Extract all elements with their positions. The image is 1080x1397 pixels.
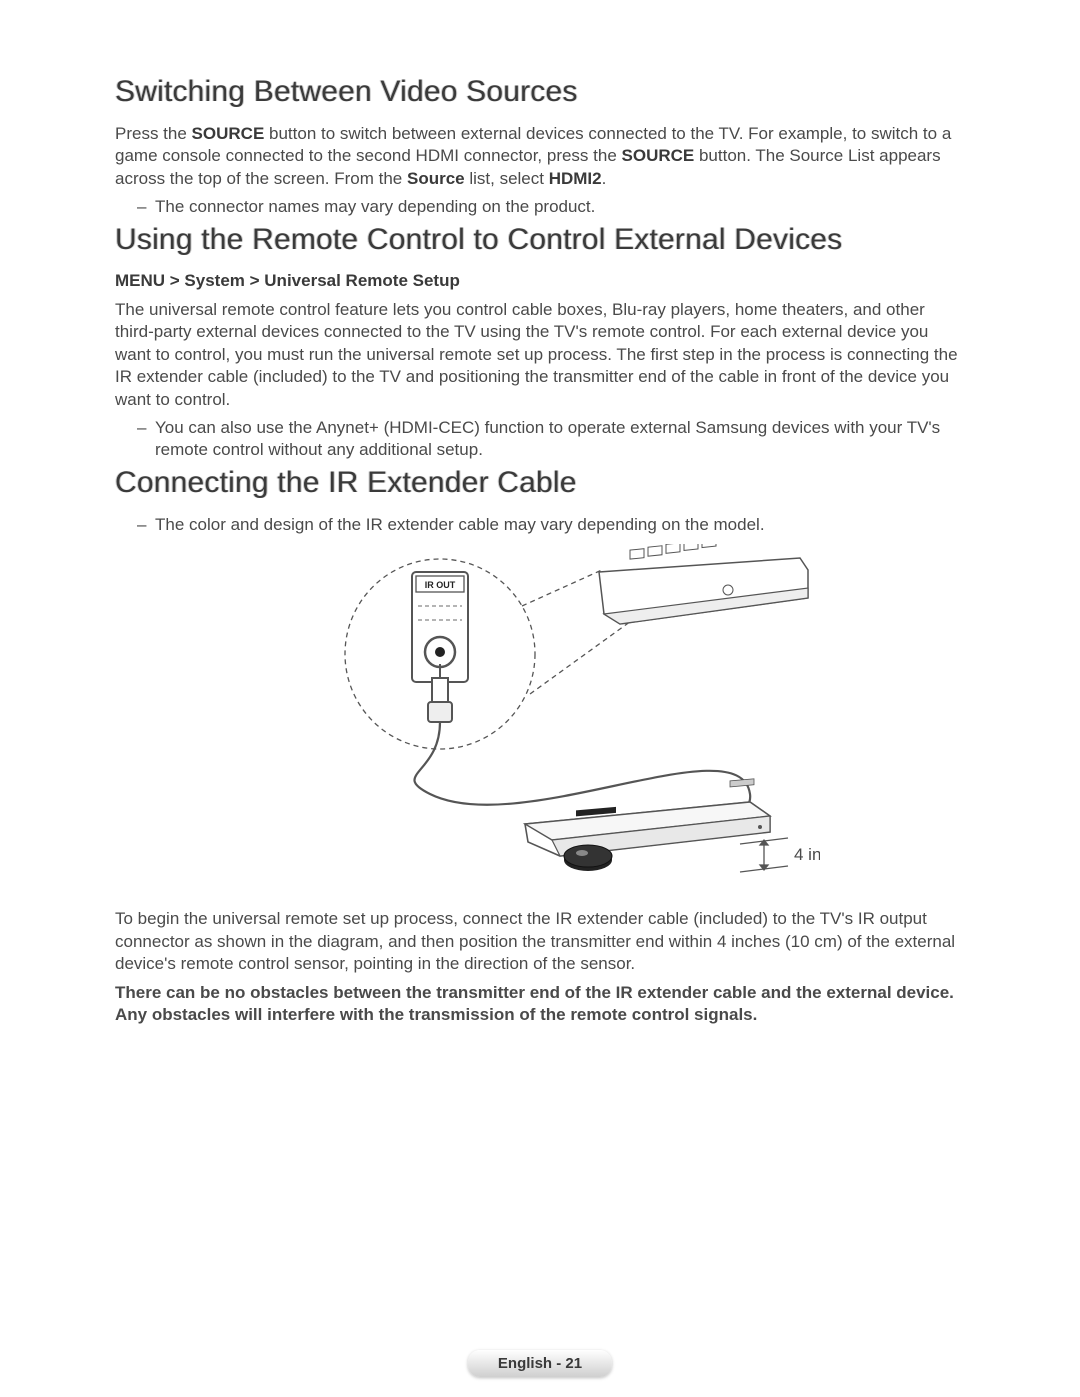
heading-ir: Connecting the IR Extender Cable xyxy=(115,466,965,500)
heading-remote: Using the Remote Control to Control Exte… xyxy=(115,223,965,257)
list-item: The color and design of the IR extender … xyxy=(137,514,965,536)
tv-back-panel xyxy=(599,544,808,624)
distance-marker xyxy=(740,838,788,872)
para-ir-after: To begin the universal remote set up pro… xyxy=(115,908,965,975)
ir-out-label: IR OUT xyxy=(425,580,456,590)
list-item: The connector names may vary depending o… xyxy=(137,196,965,218)
footer-lang: English xyxy=(498,1355,552,1372)
menu-path: MENU > System > Universal Remote Setup xyxy=(115,271,965,291)
text: list, select xyxy=(465,169,549,188)
external-device xyxy=(525,779,770,856)
para-switching: Press the SOURCE button to switch betwee… xyxy=(115,123,965,190)
heading-switching: Switching Between Video Sources xyxy=(115,75,965,109)
para-ir-warning: There can be no obstacles between the tr… xyxy=(115,982,965,1027)
distance-label: 4 inches xyxy=(794,845,820,864)
ir-notes: The color and design of the IR extender … xyxy=(115,514,965,536)
bold-hdmi2: HDMI2 xyxy=(549,169,602,188)
text: Press the xyxy=(115,124,192,143)
ir-transmitter-puck xyxy=(564,845,612,871)
leader-line xyxy=(530,616,638,694)
bold-source-3: Source xyxy=(407,169,465,188)
footer-page: 21 xyxy=(565,1355,582,1372)
manual-page: Switching Between Video Sources Press th… xyxy=(0,0,1080,1397)
list-item: You can also use the Anynet+ (HDMI-CEC) … xyxy=(137,417,965,462)
ir-diagram: IR OUT xyxy=(115,544,965,894)
page-badge: English - 21 xyxy=(468,1350,612,1377)
bold-source-1: SOURCE xyxy=(192,124,265,143)
remote-notes: You can also use the Anynet+ (HDMI-CEC) … xyxy=(115,417,965,462)
leader-line xyxy=(522,569,604,606)
text: . xyxy=(602,169,607,188)
para-remote: The universal remote control feature let… xyxy=(115,299,965,411)
footer-sep: - xyxy=(556,1355,565,1372)
ir-diagram-svg: IR OUT xyxy=(260,544,820,894)
bold-source-2: SOURCE xyxy=(622,146,695,165)
switching-notes: The connector names may vary depending o… xyxy=(115,196,965,218)
